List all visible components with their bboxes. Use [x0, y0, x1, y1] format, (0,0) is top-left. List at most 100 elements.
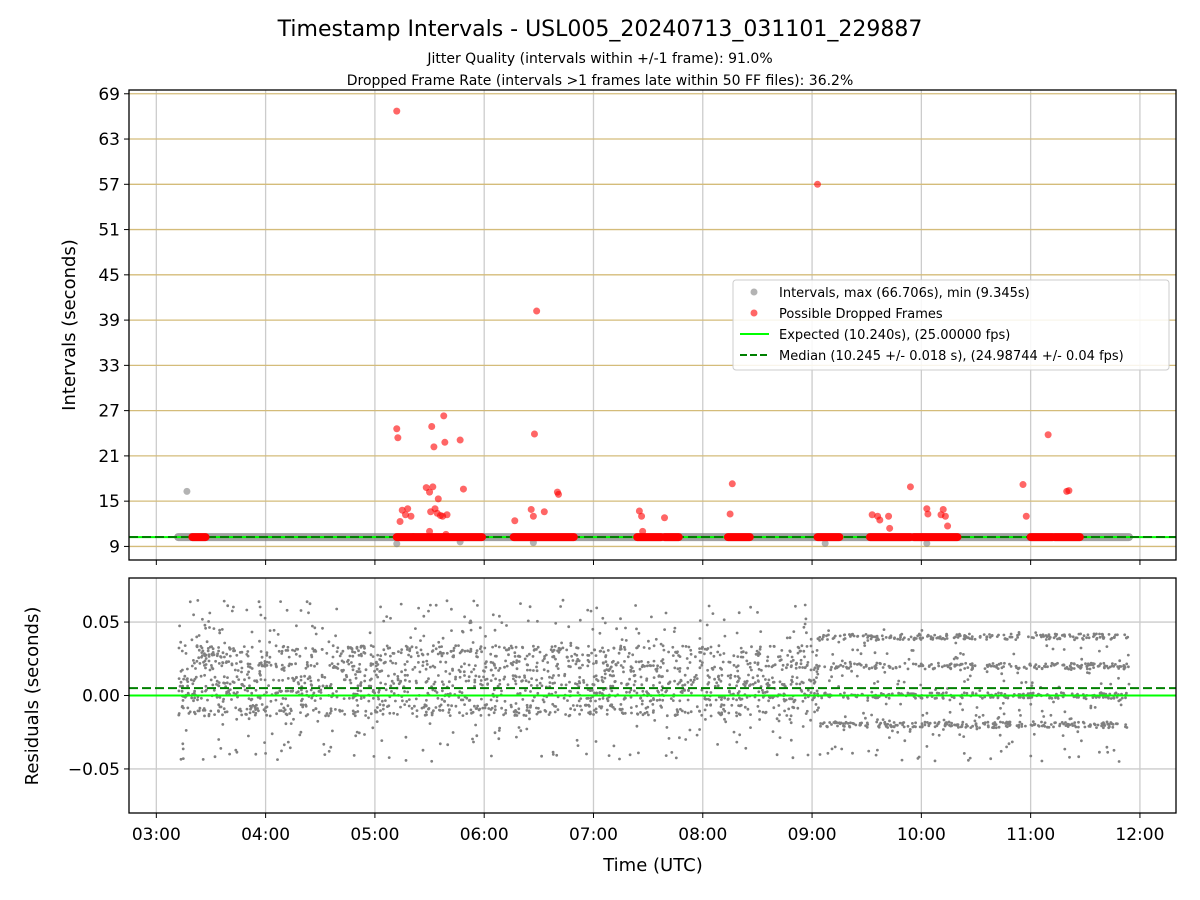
residual-point: [1024, 680, 1028, 684]
residual-point: [1002, 633, 1006, 637]
residual-point: [400, 648, 404, 651]
residual-point: [431, 688, 435, 692]
residual-point: [378, 703, 382, 706]
residual-point: [439, 651, 443, 655]
residual-point: [489, 679, 493, 682]
residual-point: [898, 721, 902, 725]
residual-point: [882, 628, 886, 631]
residual-point: [418, 670, 422, 674]
residual-point: [592, 709, 596, 712]
residual-point: [1044, 662, 1048, 666]
residual-point: [481, 706, 485, 710]
residuals-y-ticks: 0.050.00−0.05: [68, 613, 129, 780]
residual-point: [234, 748, 238, 752]
residual-point: [223, 681, 227, 685]
residual-point: [675, 708, 679, 711]
residual-point: [494, 666, 497, 670]
residual-point: [592, 675, 596, 679]
residual-point: [920, 696, 924, 700]
residual-point: [861, 634, 865, 638]
residual-point: [352, 712, 355, 716]
residual-point: [890, 692, 894, 696]
residual-point: [809, 644, 813, 648]
residual-point: [369, 712, 373, 716]
residual-point: [931, 733, 935, 736]
residual-point: [372, 696, 375, 700]
residual-point: [701, 661, 704, 664]
residual-point: [201, 758, 205, 761]
residual-point: [600, 675, 604, 679]
residual-point: [863, 641, 866, 645]
residual-point: [712, 654, 716, 658]
residual-point: [1102, 726, 1105, 730]
residual-point: [210, 666, 214, 669]
dropped-frame-point: [529, 512, 537, 520]
residual-point: [192, 699, 195, 703]
residual-point: [551, 702, 555, 706]
residual-point: [498, 682, 502, 686]
residual-point: [992, 725, 995, 729]
residual-point: [552, 648, 556, 652]
residual-point: [603, 672, 607, 676]
residual-point: [465, 712, 469, 715]
residual-point: [749, 726, 752, 729]
residual-point: [196, 698, 199, 702]
residual-point: [962, 653, 965, 656]
residual-point: [523, 657, 527, 661]
residual-point: [1092, 662, 1095, 666]
residual-point: [308, 602, 312, 606]
residual-point: [820, 637, 824, 641]
residual-point: [340, 659, 344, 663]
residual-point: [387, 704, 391, 708]
residual-point: [327, 749, 331, 753]
residual-point: [611, 684, 615, 688]
residual-point: [328, 664, 332, 667]
residual-point: [1012, 652, 1016, 656]
residual-point: [714, 698, 718, 702]
residual-point: [405, 645, 409, 649]
residual-point: [792, 630, 796, 633]
residual-point: [832, 721, 836, 724]
residual-point: [811, 650, 814, 654]
residual-point: [475, 707, 479, 710]
residual-point: [1029, 691, 1032, 695]
residual-point: [299, 703, 303, 707]
residual-point: [943, 664, 946, 668]
residual-point: [438, 742, 442, 746]
residual-point: [717, 644, 721, 648]
residual-point: [940, 637, 943, 641]
residual-point: [328, 711, 332, 715]
residual-point: [690, 683, 693, 686]
residual-point: [804, 666, 807, 669]
residual-point: [214, 659, 218, 663]
residual-point: [713, 665, 716, 669]
residual-point: [676, 667, 680, 671]
residual-point: [437, 674, 440, 677]
residual-point: [873, 635, 877, 639]
residual-point: [913, 636, 916, 640]
residual-point: [447, 711, 451, 714]
residual-point: [789, 738, 793, 742]
residual-point: [945, 632, 948, 636]
residual-point: [1062, 648, 1066, 651]
residual-point: [468, 650, 472, 653]
residual-point: [245, 653, 249, 656]
residual-point: [1080, 663, 1084, 667]
residual-point: [304, 714, 308, 718]
residual-point: [461, 629, 464, 633]
residual-point: [914, 696, 917, 700]
residual-point: [569, 644, 573, 647]
residual-point: [303, 681, 307, 685]
dropped-frame-point: [876, 516, 884, 524]
intervals-y-tick-label: 63: [98, 130, 120, 150]
residual-point: [889, 723, 892, 727]
residual-point: [186, 677, 189, 681]
residual-point: [578, 681, 582, 685]
residual-point: [1022, 696, 1026, 700]
residual-point: [181, 742, 185, 746]
residual-point: [795, 676, 799, 679]
residual-point: [177, 677, 181, 680]
residual-point: [970, 635, 974, 639]
residual-point: [829, 668, 833, 672]
residual-point: [844, 720, 848, 724]
